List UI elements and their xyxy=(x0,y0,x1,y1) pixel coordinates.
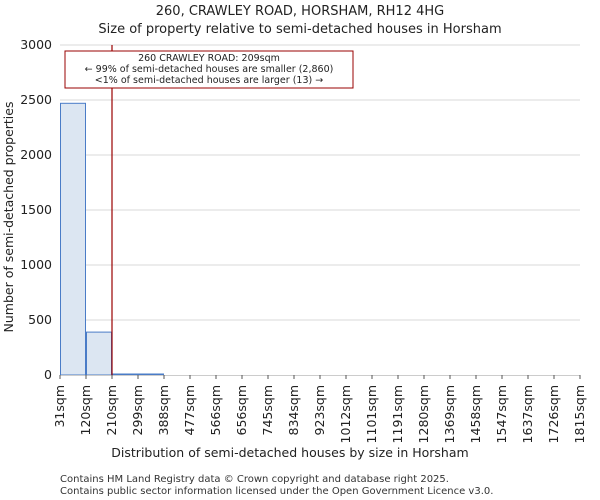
y-axis-label: Number of semi-detached properties xyxy=(1,102,16,333)
y-tick-label: 2000 xyxy=(20,147,52,162)
histogram-bar xyxy=(86,331,112,376)
histogram-bar xyxy=(112,373,138,376)
y-tick-label: 3000 xyxy=(20,37,52,52)
annotation-line-3: <1% of semi-detached houses are larger (… xyxy=(95,75,323,86)
x-tick-label: 1726sqm xyxy=(546,385,561,443)
x-tick-label: 120sqm xyxy=(78,385,93,435)
y-tick-label: 0 xyxy=(44,367,52,382)
annotation-box: 260 CRAWLEY ROAD: 209sqm ← 99% of semi-d… xyxy=(64,50,354,89)
x-tick-label: 299sqm xyxy=(130,385,145,435)
x-tick-label: 1815sqm xyxy=(572,385,587,443)
histogram-bar xyxy=(138,373,164,376)
x-tick-label: 1458sqm xyxy=(468,385,483,443)
x-tick-label: 1012sqm xyxy=(338,385,353,443)
x-tick-label: 210sqm xyxy=(104,385,119,435)
x-tick-label: 31sqm xyxy=(52,385,67,428)
chart-title: 260, CRAWLEY ROAD, HORSHAM, RH12 4HG xyxy=(156,4,444,19)
x-tick-label: 1637sqm xyxy=(520,385,535,443)
footer-line-2: Contains public sector information licen… xyxy=(60,486,493,497)
x-tick-label: 1547sqm xyxy=(494,385,509,443)
x-tick-label: 566sqm xyxy=(208,385,223,435)
x-tick-label: 834sqm xyxy=(286,385,301,435)
annotation-line-1: 260 CRAWLEY ROAD: 209sqm xyxy=(138,53,280,64)
x-tick-label: 388sqm xyxy=(156,385,171,435)
histogram-bar xyxy=(60,102,86,376)
x-axis-label: Distribution of semi-detached houses by … xyxy=(111,445,468,460)
y-tick-label: 500 xyxy=(28,312,52,327)
x-tick-label: 923sqm xyxy=(312,385,327,435)
annotation-line-2: ← 99% of semi-detached houses are smalle… xyxy=(85,64,334,75)
chart-subtitle: Size of property relative to semi-detach… xyxy=(98,22,501,37)
footer-line-1: Contains HM Land Registry data © Crown c… xyxy=(60,474,449,485)
x-tick-label: 477sqm xyxy=(182,385,197,435)
y-tick-label: 2500 xyxy=(20,92,52,107)
x-tick-label: 1191sqm xyxy=(390,385,405,443)
y-tick-label: 1500 xyxy=(20,202,52,217)
x-tick-label: 1280sqm xyxy=(416,385,431,443)
x-tick-label: 1369sqm xyxy=(442,385,457,443)
x-tick-label: 656sqm xyxy=(234,385,249,435)
x-tick-label: 745sqm xyxy=(260,385,275,435)
x-tick-label: 1101sqm xyxy=(364,385,379,443)
annotation-frame xyxy=(64,50,354,89)
y-tick-label: 1000 xyxy=(20,257,52,272)
